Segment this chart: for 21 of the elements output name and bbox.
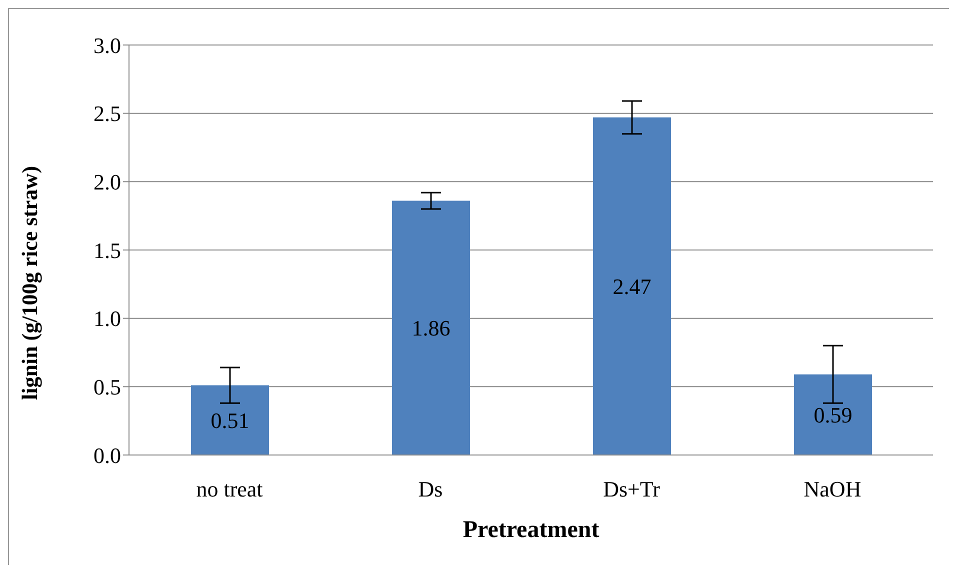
x-axis-title: Pretreatment: [462, 517, 600, 543]
data-label: 0.51: [210, 408, 250, 433]
y-tick-label: 3.0: [94, 32, 121, 58]
y-tick-label: 1.5: [94, 238, 121, 263]
y-tick-label: 1.0: [94, 306, 121, 332]
y-axis-title: lignin (g/100g rice straw): [16, 166, 42, 400]
x-tick-label: no treat: [196, 476, 263, 502]
x-tick-label: Ds: [418, 476, 443, 502]
y-tick-label: 2.5: [94, 101, 121, 126]
bar: [593, 117, 671, 455]
bar: [392, 200, 470, 455]
y-tick-label: 0.5: [94, 374, 121, 400]
y-tick-label: 2.0: [94, 169, 121, 194]
bar: [794, 374, 872, 455]
x-tick-label: NaOH: [804, 476, 862, 502]
data-label: 0.59: [814, 402, 852, 428]
data-label: 2.47: [612, 274, 652, 300]
bar: [191, 385, 269, 455]
y-tick-label: 0.0: [94, 442, 121, 468]
data-label: 1.86: [412, 316, 450, 341]
x-tick-label: Ds+Tr: [603, 476, 661, 502]
